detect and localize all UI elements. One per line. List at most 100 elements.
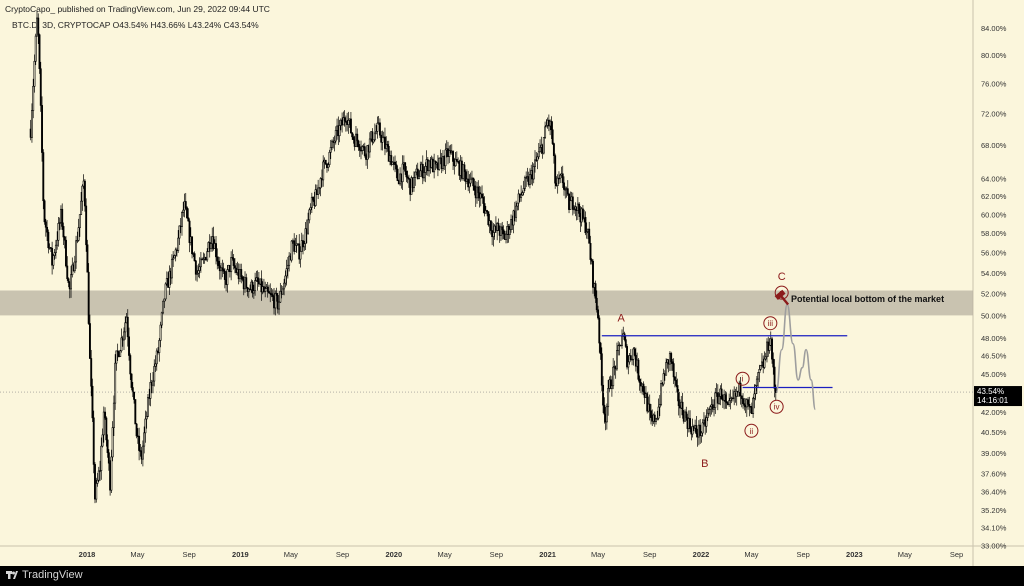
candle-body: [90, 358, 93, 387]
candle-body: [627, 361, 630, 368]
x-tick-label: Sep: [182, 550, 195, 559]
candle-body: [87, 271, 90, 324]
candle-body: [731, 397, 734, 400]
candle-body: [304, 228, 307, 244]
candle-body: [357, 140, 360, 148]
candle-body: [386, 144, 389, 147]
candle-body: [454, 159, 457, 167]
candle-body: [605, 406, 608, 423]
candle-body: [394, 161, 397, 165]
candle-body: [160, 312, 163, 326]
candle-body: [361, 146, 364, 151]
candle-body: [656, 417, 659, 420]
candle-body: [334, 130, 337, 142]
candle-body: [482, 197, 485, 204]
candle-body: [130, 373, 133, 388]
candle-body: [515, 205, 518, 218]
x-tick-label: May: [898, 550, 912, 559]
candle-body: [222, 269, 225, 272]
wave-label-circle: [769, 399, 784, 414]
candle-body: [763, 358, 766, 368]
candle-body: [46, 226, 49, 233]
candle-body: [595, 297, 598, 311]
candle-body: [537, 151, 540, 158]
candle-body: [617, 345, 620, 351]
candle-body: [559, 174, 562, 179]
last-price-badge: [974, 386, 1022, 407]
candle-body: [545, 125, 548, 128]
candle-body: [542, 137, 545, 154]
y-tick-label: 58.00%: [981, 229, 1007, 238]
candle-body: [758, 369, 761, 373]
candle-body: [773, 366, 776, 389]
publisher-line: CryptoCapo_ published on TradingView.com…: [5, 4, 270, 14]
candle-body: [360, 149, 362, 152]
candle-body: [172, 257, 175, 260]
candle-body: [670, 353, 673, 363]
x-tick-label: Sep: [796, 550, 809, 559]
candle-body: [774, 388, 777, 393]
candle-body: [134, 399, 137, 425]
candle-body: [404, 162, 407, 172]
candle-body: [327, 164, 330, 168]
candle-body: [612, 366, 615, 387]
x-tick-label: May: [591, 550, 605, 559]
candle-body: [481, 193, 483, 198]
candle-body: [581, 208, 584, 219]
candle-body: [177, 237, 180, 251]
candle-body: [230, 257, 233, 273]
candle-body: [57, 222, 60, 241]
candle-body: [193, 253, 196, 262]
candle-body: [53, 252, 56, 256]
candle-body: [110, 456, 113, 491]
candle-body: [381, 136, 384, 143]
candle-body: [569, 200, 572, 210]
candle-body: [146, 397, 149, 417]
candle-body: [318, 187, 321, 189]
candle-body: [260, 278, 263, 293]
candle-body: [168, 270, 171, 288]
candle-body: [116, 350, 119, 353]
candle-body: [757, 372, 760, 380]
candle-body: [571, 196, 574, 210]
candle-body: [343, 117, 346, 122]
candle-body: [701, 422, 704, 434]
candle-body: [83, 180, 86, 207]
y-tick-label: 35.20%: [981, 506, 1007, 515]
candle-body: [271, 294, 274, 297]
candle-body: [502, 229, 505, 235]
candle-body: [673, 376, 676, 381]
candle-body: [563, 182, 565, 190]
candle-body: [37, 17, 40, 36]
last-price-label: 43.54%: [977, 387, 1004, 396]
candle-body: [768, 344, 771, 351]
candle-body: [54, 244, 57, 253]
candle-body: [299, 251, 302, 260]
candle-body: [173, 255, 176, 259]
candle-body: [566, 188, 569, 195]
candle-body: [331, 140, 333, 148]
wave-label: iv: [774, 403, 780, 412]
candle-body: [708, 409, 710, 414]
price-axis-background: [973, 0, 1024, 566]
candle-body: [742, 398, 744, 404]
candle-body: [735, 390, 738, 397]
candle-body: [433, 160, 436, 173]
candle-body: [181, 212, 183, 227]
y-tick-label: 40.50%: [981, 428, 1007, 437]
candle-body: [706, 412, 709, 418]
candle-body: [141, 445, 144, 460]
candle-body: [34, 35, 37, 62]
candle-body: [308, 209, 311, 221]
candle-body: [711, 404, 714, 410]
candle-body: [387, 146, 390, 162]
candle-body: [115, 350, 118, 364]
tradingview-brand[interactable]: TradingView: [6, 569, 83, 581]
candle-body: [266, 286, 269, 292]
candle-body: [274, 293, 277, 309]
candle-body: [675, 380, 678, 386]
candle-body: [349, 118, 352, 134]
candle-body: [709, 406, 712, 410]
candle-body: [448, 150, 451, 157]
